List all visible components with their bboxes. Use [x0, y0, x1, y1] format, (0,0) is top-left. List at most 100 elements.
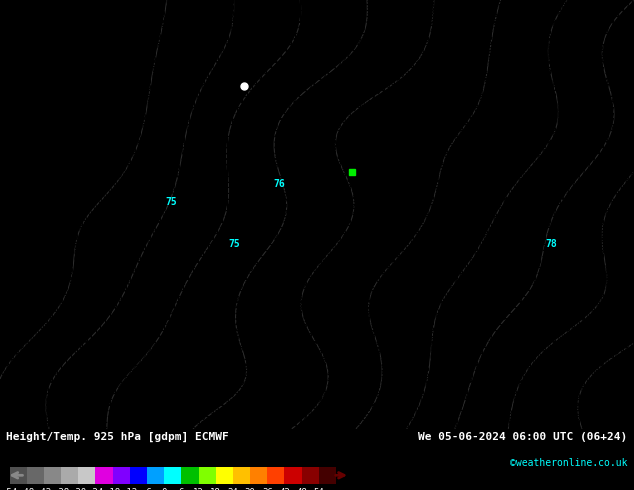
- Text: 5: 5: [439, 181, 444, 190]
- Text: 9: 9: [103, 96, 107, 104]
- Text: 0: 0: [141, 175, 146, 185]
- Text: 0: 0: [88, 233, 93, 242]
- Text: 7: 7: [517, 301, 522, 310]
- Text: 7: 7: [541, 273, 546, 282]
- Text: 4: 4: [332, 278, 337, 288]
- Text: 2: 2: [273, 204, 278, 213]
- Text: 6: 6: [434, 376, 439, 385]
- Text: 8: 8: [88, 0, 93, 7]
- Text: 3: 3: [273, 267, 278, 276]
- Text: 5: 5: [439, 198, 444, 207]
- Text: 3: 3: [224, 410, 229, 419]
- Text: 4: 4: [415, 96, 419, 104]
- Text: 4: 4: [356, 290, 361, 299]
- Text: 6: 6: [561, 187, 566, 196]
- Text: 4: 4: [332, 330, 337, 339]
- Text: 9: 9: [63, 210, 68, 219]
- Text: 9: 9: [59, 210, 63, 219]
- Text: 1: 1: [146, 244, 151, 253]
- Text: 9: 9: [610, 353, 614, 362]
- Text: 0: 0: [210, 38, 214, 48]
- Text: 4: 4: [463, 107, 468, 116]
- Text: 2: 2: [283, 210, 288, 219]
- Text: 4: 4: [346, 318, 351, 327]
- Text: 3: 3: [259, 301, 263, 310]
- Text: 8: 8: [561, 330, 566, 339]
- Text: 9: 9: [68, 181, 73, 190]
- Text: 2: 2: [224, 336, 229, 344]
- Text: 3: 3: [278, 164, 283, 173]
- Text: 3: 3: [244, 393, 249, 402]
- Text: 5: 5: [429, 278, 434, 288]
- Text: 3: 3: [244, 284, 249, 293]
- Text: 0: 0: [122, 256, 127, 265]
- Text: 0: 0: [98, 256, 102, 265]
- Text: 5: 5: [391, 261, 395, 270]
- Text: 9: 9: [39, 221, 44, 230]
- Text: 8: 8: [512, 404, 517, 413]
- Text: 6: 6: [449, 307, 453, 316]
- Text: 2: 2: [166, 359, 171, 368]
- Text: 9: 9: [600, 370, 605, 379]
- Text: 7: 7: [473, 370, 478, 379]
- Text: 7: 7: [527, 290, 531, 299]
- Text: 6: 6: [493, 290, 497, 299]
- Text: 0: 0: [195, 44, 200, 53]
- Text: 9: 9: [74, 187, 78, 196]
- Text: 8: 8: [576, 318, 580, 327]
- Text: 6: 6: [420, 398, 424, 408]
- Text: 8: 8: [25, 147, 29, 156]
- Text: 4: 4: [434, 147, 439, 156]
- Text: 8: 8: [10, 153, 15, 162]
- Text: 4: 4: [395, 227, 400, 236]
- Text: 2: 2: [244, 181, 249, 190]
- Text: 0: 0: [93, 301, 98, 310]
- Text: 1: 1: [190, 233, 195, 242]
- Text: 6: 6: [541, 153, 546, 162]
- Text: 5: 5: [361, 421, 366, 430]
- Text: 7: 7: [556, 239, 560, 247]
- Text: 8: 8: [83, 107, 87, 116]
- Text: 9: 9: [68, 250, 73, 259]
- Text: 0: 0: [93, 313, 98, 322]
- Text: 3: 3: [346, 210, 351, 219]
- Text: 1: 1: [268, 55, 273, 65]
- Text: 4: 4: [449, 96, 453, 104]
- Text: 8: 8: [10, 158, 15, 168]
- Text: 2: 2: [215, 313, 219, 322]
- Text: 9: 9: [25, 267, 29, 276]
- Text: 6: 6: [536, 233, 541, 242]
- Text: 4: 4: [361, 175, 366, 185]
- Text: 3: 3: [249, 364, 254, 373]
- Text: 7: 7: [624, 4, 629, 13]
- Text: 3: 3: [288, 221, 292, 230]
- Text: 9: 9: [29, 210, 34, 219]
- Text: 8: 8: [25, 21, 29, 30]
- Text: 2: 2: [156, 376, 161, 385]
- Text: 4: 4: [307, 410, 312, 419]
- Text: 2: 2: [219, 353, 224, 362]
- Text: 9: 9: [590, 416, 595, 425]
- Text: 0: 0: [161, 147, 165, 156]
- Text: 5: 5: [488, 50, 493, 59]
- Text: 8: 8: [630, 261, 634, 270]
- Text: 5: 5: [463, 130, 468, 139]
- Text: 3: 3: [380, 44, 385, 53]
- Text: 6: 6: [424, 404, 429, 413]
- Text: 7: 7: [473, 410, 478, 419]
- Text: 1: 1: [127, 301, 131, 310]
- Text: 2: 2: [307, 4, 312, 13]
- Text: 0: 0: [132, 256, 136, 265]
- Text: 5: 5: [522, 141, 527, 150]
- Text: 9: 9: [88, 33, 93, 42]
- Text: 9: 9: [107, 113, 112, 122]
- Text: 8: 8: [0, 267, 4, 276]
- Text: 8: 8: [5, 55, 10, 65]
- Text: 4: 4: [371, 193, 375, 202]
- Text: 1: 1: [186, 267, 190, 276]
- Text: 2: 2: [205, 347, 210, 356]
- Text: 6: 6: [488, 284, 493, 293]
- Text: 6: 6: [590, 55, 595, 65]
- Text: 0: 0: [156, 90, 161, 99]
- Text: 2: 2: [215, 336, 219, 344]
